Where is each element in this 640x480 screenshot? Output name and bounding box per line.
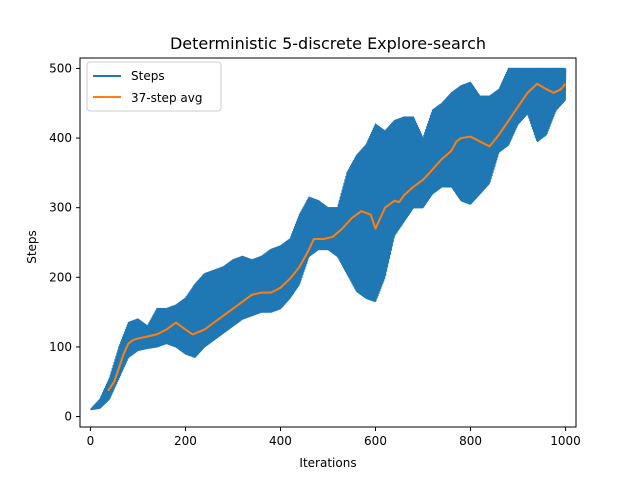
y-tick-label: 300	[49, 201, 72, 215]
y-tick-label: 200	[49, 270, 72, 284]
x-tick-label: 200	[174, 434, 197, 448]
y-tick-label: 100	[49, 340, 72, 354]
legend-label-steps: Steps	[131, 69, 165, 83]
plot-area	[90, 67, 567, 411]
series-steps-line	[90, 67, 567, 411]
y-tick-label: 500	[49, 61, 72, 75]
legend-box	[86, 61, 222, 112]
y-tick-label: 0	[64, 410, 72, 424]
x-tick-label: 800	[459, 434, 482, 448]
plot-frame	[79, 57, 577, 428]
y-axis: 0 100 200 300 400 500	[49, 61, 80, 424]
x-axis-label: Iterations	[299, 456, 356, 470]
x-tick-label: 600	[364, 434, 387, 448]
legend-label-avg: 37-step avg	[131, 91, 202, 105]
series-avg-line	[107, 82, 567, 392]
x-axis: 0 200 400 600 800 1000	[87, 427, 581, 448]
legend: Steps 37-step avg	[86, 61, 222, 112]
y-tick-label: 400	[49, 131, 72, 145]
x-tick-label: 400	[269, 434, 292, 448]
x-tick-label: 0	[87, 434, 95, 448]
chart-title: Deterministic 5-discrete Explore-search	[170, 34, 486, 53]
x-tick-label: 1000	[550, 434, 581, 448]
y-axis-label: Steps	[25, 230, 39, 264]
